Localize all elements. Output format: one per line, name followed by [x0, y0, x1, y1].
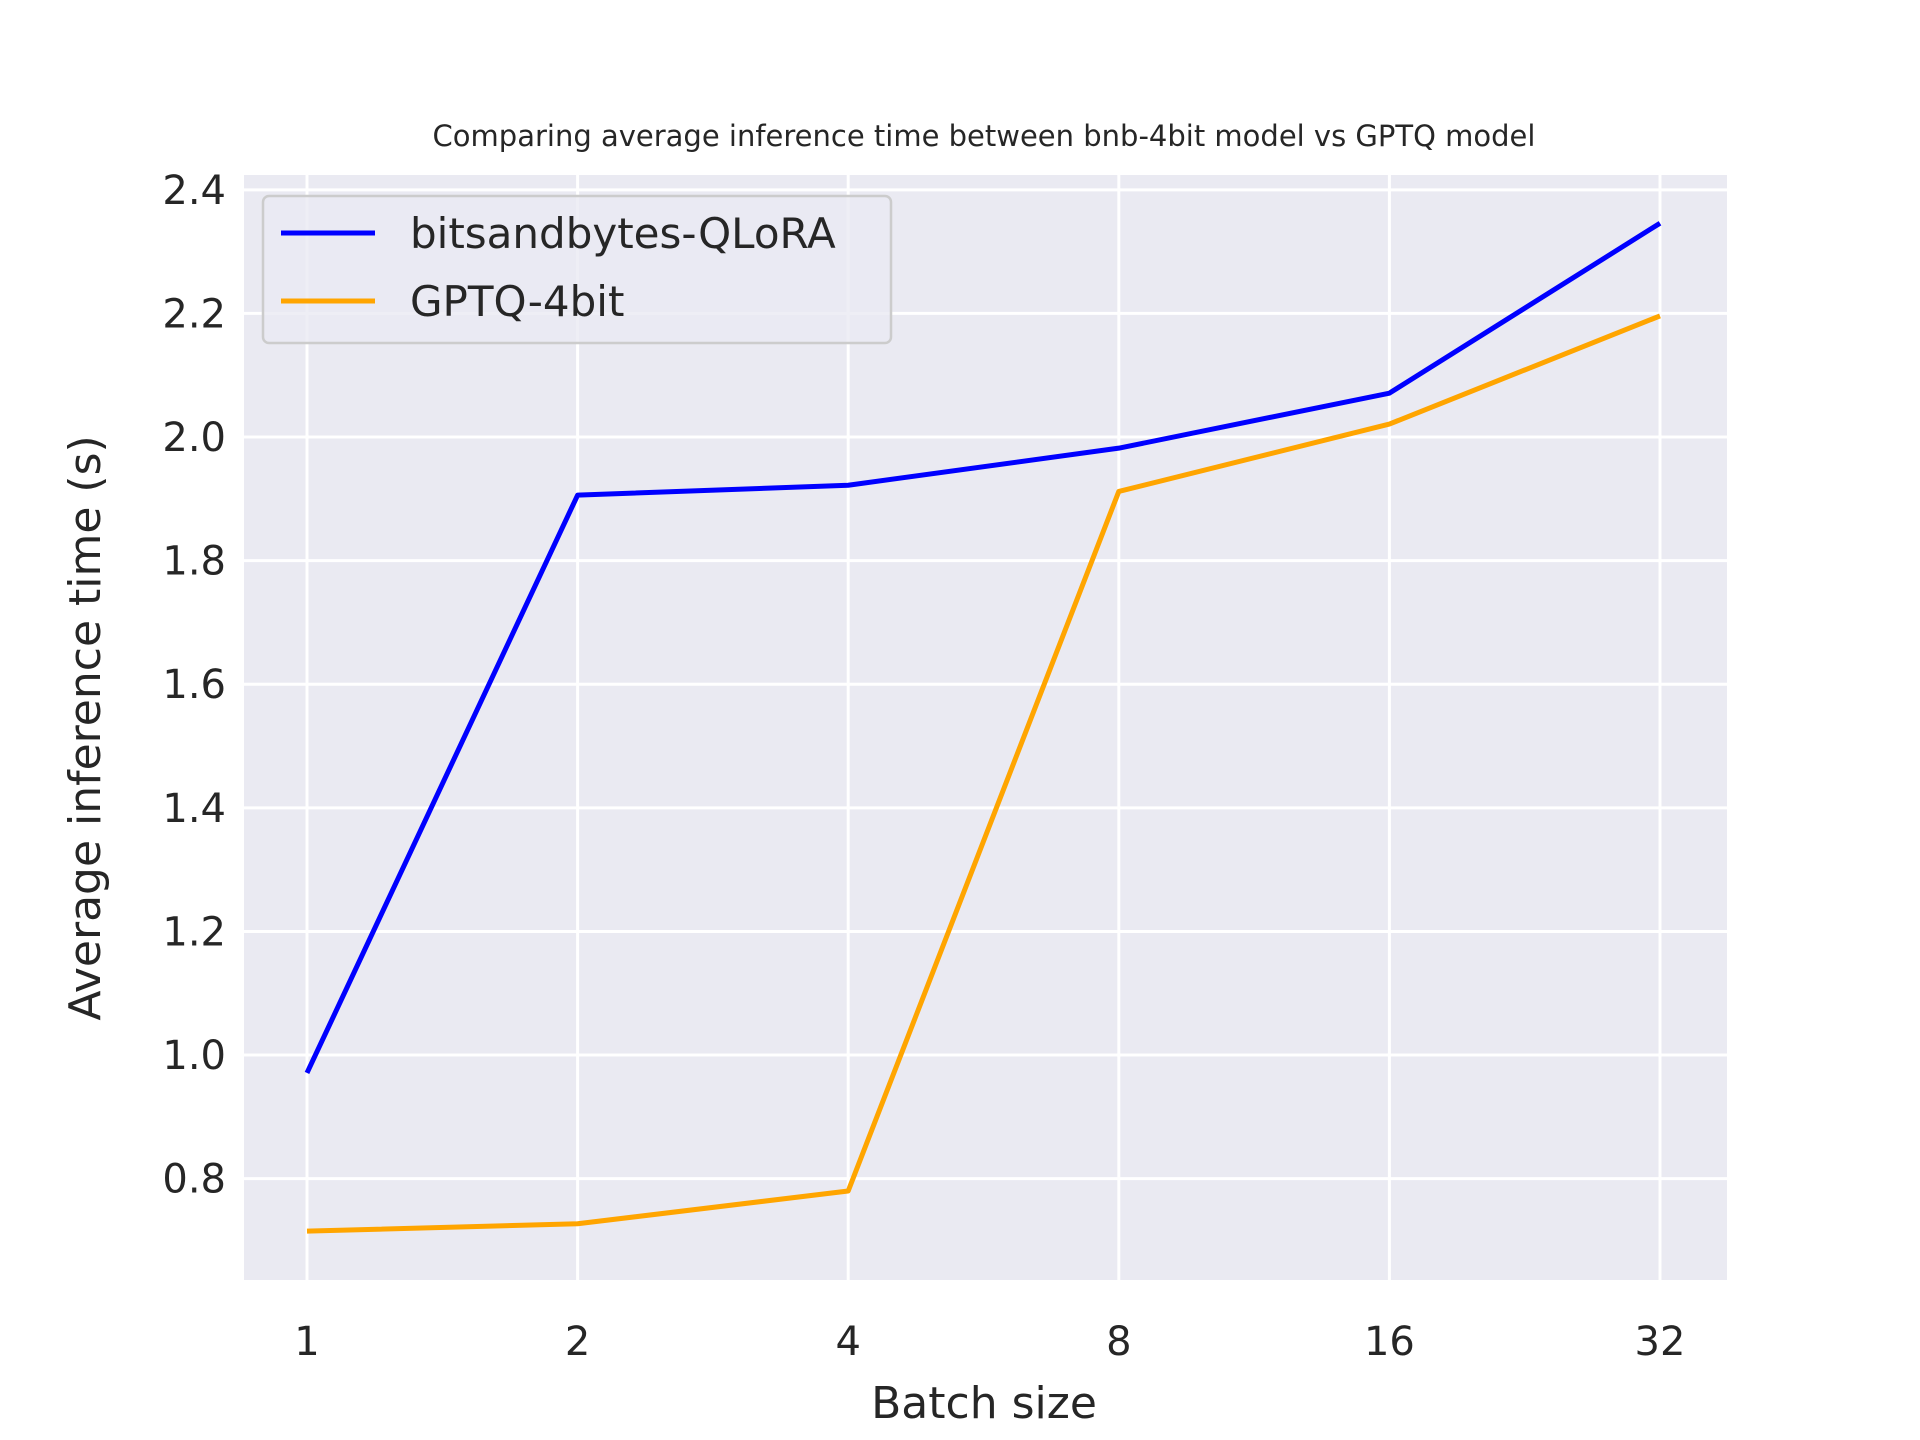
y-tick-label: 1.0	[162, 1033, 226, 1079]
x-tick-label: 1	[294, 1319, 319, 1365]
y-tick-label: 0.8	[162, 1157, 226, 1203]
legend-label-gptq: GPTQ-4bit	[410, 277, 624, 326]
legend-label-bitsandbytes: bitsandbytes-QLoRA	[410, 209, 836, 258]
chart-title: Comparing average inference time between…	[433, 119, 1536, 153]
x-axis-label: Batch size	[871, 1378, 1097, 1429]
legend: bitsandbytes-QLoRA GPTQ-4bit	[261, 194, 893, 345]
y-tick-label: 2.4	[162, 168, 226, 214]
x-tick-labels: 1 2 4 8 16 32	[294, 1319, 1685, 1365]
series-line-0	[304, 221, 1662, 1075]
y-tick-label: 1.8	[162, 539, 226, 585]
x-tick-label: 4	[835, 1319, 860, 1365]
y-axis-label: Average inference time (s)	[60, 435, 111, 1020]
x-tick-label: 2	[565, 1319, 590, 1365]
plot-area	[244, 175, 1727, 1280]
x-tick-label: 32	[1635, 1319, 1686, 1365]
x-tick-label: 16	[1364, 1319, 1415, 1365]
x-tick-label: 8	[1106, 1319, 1131, 1365]
y-tick-label: 2.2	[162, 291, 226, 337]
y-tick-labels: 0.8 1.0 1.2 1.4 1.6 1.8 2.0 2.2 2.4	[162, 168, 226, 1203]
series-lines	[304, 221, 1662, 1234]
series-line-1	[306, 313, 1661, 1234]
y-tick-label: 1.6	[162, 662, 226, 708]
y-tick-label: 1.2	[162, 909, 226, 955]
y-tick-label: 2.0	[162, 415, 226, 461]
y-tick-label: 1.4	[162, 786, 226, 832]
